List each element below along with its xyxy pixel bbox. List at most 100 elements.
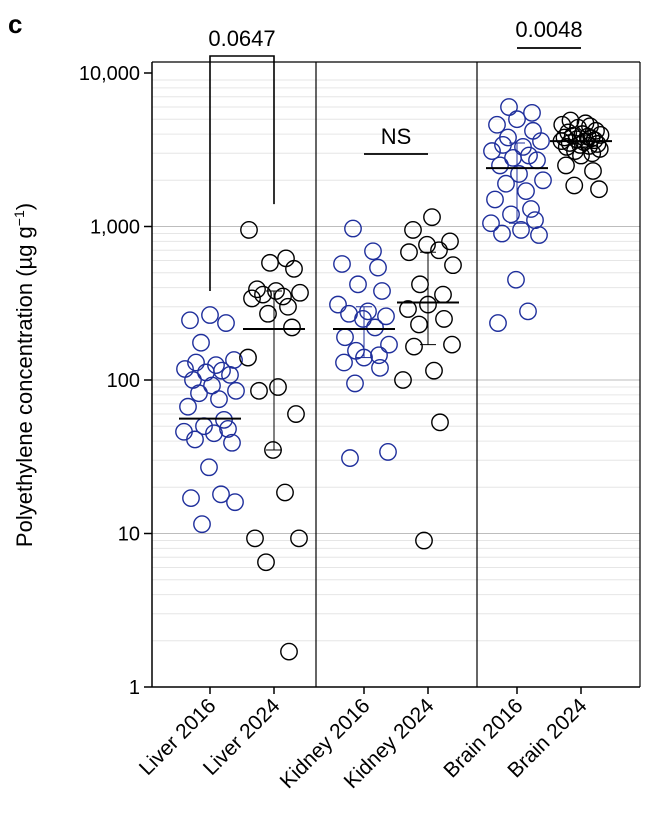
data-point <box>590 180 608 199</box>
data-point <box>510 165 528 183</box>
data-point <box>269 378 287 396</box>
y-axis-label: Polyethylene concentration (µg g−1) <box>11 203 37 547</box>
data-point <box>259 304 277 323</box>
data-point <box>210 390 228 409</box>
data-point <box>497 174 515 193</box>
data-point <box>566 142 584 160</box>
data-point <box>555 128 574 147</box>
data-point <box>504 148 522 167</box>
data-point <box>369 258 387 277</box>
data-point <box>430 241 448 260</box>
data-point <box>200 458 218 477</box>
panel-letter: c <box>8 9 22 39</box>
data-point <box>181 311 199 330</box>
data-point <box>507 270 525 289</box>
data-point <box>489 314 507 332</box>
data-point <box>443 335 461 354</box>
data-point <box>508 110 526 129</box>
data-point <box>377 307 395 326</box>
data-point <box>415 531 433 550</box>
data-point <box>287 405 305 423</box>
data-point <box>371 358 389 377</box>
data-point <box>441 232 459 251</box>
data-point <box>354 310 372 328</box>
data-point <box>486 190 504 209</box>
data-point <box>482 214 500 233</box>
data-point <box>261 253 279 272</box>
comparison-label: 0.0048 <box>515 17 582 42</box>
y-axis-ticks: 1 10 100 1,000 10,000 <box>79 63 152 699</box>
data-point <box>534 171 552 190</box>
data-point <box>219 420 237 438</box>
data-point <box>333 255 351 273</box>
data-point <box>380 335 398 354</box>
data-point <box>425 361 443 380</box>
data-point <box>212 485 230 504</box>
data-point <box>530 226 548 244</box>
data-point <box>423 208 441 227</box>
data-point <box>532 132 550 151</box>
data-points <box>175 98 610 661</box>
data-point <box>444 256 462 275</box>
comparisons: 0.0647 NS 0.0048 <box>208 17 583 292</box>
data-point <box>418 235 436 254</box>
data-point <box>394 371 412 389</box>
median-bars <box>179 135 612 451</box>
data-point <box>283 318 301 337</box>
data-point <box>277 249 295 268</box>
data-point <box>565 176 584 195</box>
data-point <box>276 483 294 502</box>
data-point <box>250 381 268 400</box>
data-point <box>341 449 359 467</box>
data-point <box>370 346 388 365</box>
data-point <box>512 221 530 239</box>
comparison-label: 0.0647 <box>208 26 275 51</box>
data-point <box>493 224 511 243</box>
data-point <box>584 162 602 180</box>
comparison-label: NS <box>381 124 412 149</box>
data-point <box>227 381 245 400</box>
data-point <box>285 259 303 278</box>
data-point <box>502 205 520 224</box>
data-point <box>336 328 354 347</box>
data-point <box>223 433 241 452</box>
data-point <box>205 424 223 443</box>
data-point <box>400 243 418 262</box>
data-point <box>410 315 428 334</box>
data-point <box>483 142 501 160</box>
data-point <box>431 413 449 432</box>
data-point <box>291 283 309 302</box>
data-point <box>190 384 208 403</box>
data-point <box>346 374 364 393</box>
data-point <box>591 126 610 144</box>
data-point <box>239 348 257 367</box>
data-point <box>226 493 244 512</box>
data-point <box>240 221 258 239</box>
data-point <box>524 121 542 140</box>
data-point <box>187 353 205 372</box>
data-point <box>243 289 261 308</box>
data-point <box>571 136 590 154</box>
data-point <box>274 287 292 306</box>
data-point <box>491 156 509 175</box>
data-point <box>404 221 422 239</box>
y-tick-label: 10 <box>118 524 140 546</box>
data-point <box>215 410 233 429</box>
data-point <box>201 306 219 324</box>
y-tick-label: 1,000 <box>90 217 140 239</box>
gridlines <box>152 79 640 642</box>
data-point <box>373 282 391 300</box>
data-point <box>257 553 275 572</box>
y-tick-label: 10,000 <box>79 63 140 85</box>
data-point <box>411 275 429 294</box>
data-point <box>221 365 239 384</box>
data-point <box>488 115 506 134</box>
data-point <box>399 300 417 318</box>
data-point <box>246 529 264 548</box>
y-tick-label: 1 <box>129 677 140 699</box>
data-point <box>583 144 602 163</box>
data-point <box>344 219 362 238</box>
data-point <box>435 310 453 328</box>
data-point <box>279 297 297 316</box>
